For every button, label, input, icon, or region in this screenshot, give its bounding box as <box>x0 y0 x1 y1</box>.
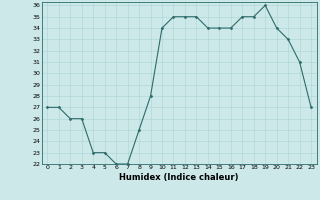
X-axis label: Humidex (Indice chaleur): Humidex (Indice chaleur) <box>119 173 239 182</box>
